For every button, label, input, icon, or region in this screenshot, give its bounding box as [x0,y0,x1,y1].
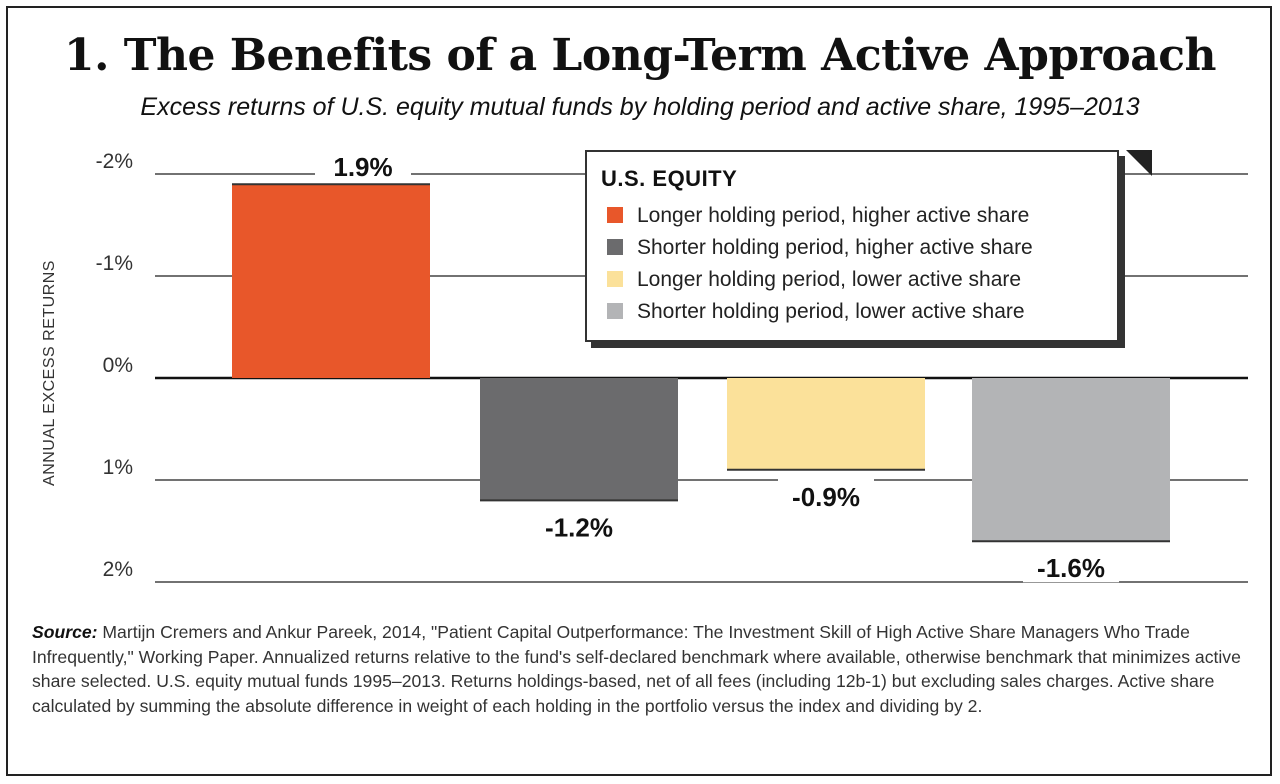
bar [972,378,1170,542]
legend-swatch [607,271,623,287]
legend-item: Shorter holding period, higher active sh… [607,236,1033,264]
legend-swatch [607,207,623,223]
legend-item: Longer holding period, lower active shar… [607,268,1021,296]
bar [232,184,430,378]
data-label-background [778,478,874,511]
chart-subtitle: Excess returns of U.S. equity mutual fun… [140,93,1140,121]
legend-title: U.S. EQUITY [601,166,738,191]
data-label-background [1023,550,1119,583]
y-tick-label: 0% [103,354,133,377]
y-tick-label: 2% [103,558,133,581]
data-label: 1.9% [333,152,392,182]
legend-swatch [607,239,623,255]
legend-corner-mark [1126,150,1152,176]
source-text: Martijn Cremers and Ankur Pareek, 2014, … [32,622,1241,716]
source-note: Source: Martijn Cremers and Ankur Pareek… [32,620,1248,718]
legend-label: Longer holding period, higher active sha… [637,204,1030,227]
data-label-background [531,509,627,542]
source-label: Source: [32,622,98,642]
data-label: -1.6% [1037,553,1105,583]
y-tick-label: -2% [96,150,133,173]
legend: U.S. EQUITY Longer holding period, highe… [585,150,1119,342]
legend-label: Shorter holding period, lower active sha… [637,300,1025,323]
legend-swatch [607,303,623,319]
legend-label: Shorter holding period, higher active sh… [637,236,1033,259]
chart-title: 1. The Benefits of a Long-Term Active Ap… [63,30,1217,81]
y-tick-label: -1% [96,252,133,275]
y-axis-label: ANNUAL EXCESS RETURNS [41,260,58,486]
data-label: -0.9% [792,482,860,512]
bar [480,378,678,501]
legend-item: Longer holding period, higher active sha… [607,204,1029,232]
data-label: -1.2% [545,512,613,542]
bar [727,378,925,470]
legend-label: Longer holding period, lower active shar… [637,268,1022,291]
legend-item: Shorter holding period, lower active sha… [607,300,1025,328]
data-label-background [315,149,411,182]
y-tick-label: 1% [103,456,133,479]
